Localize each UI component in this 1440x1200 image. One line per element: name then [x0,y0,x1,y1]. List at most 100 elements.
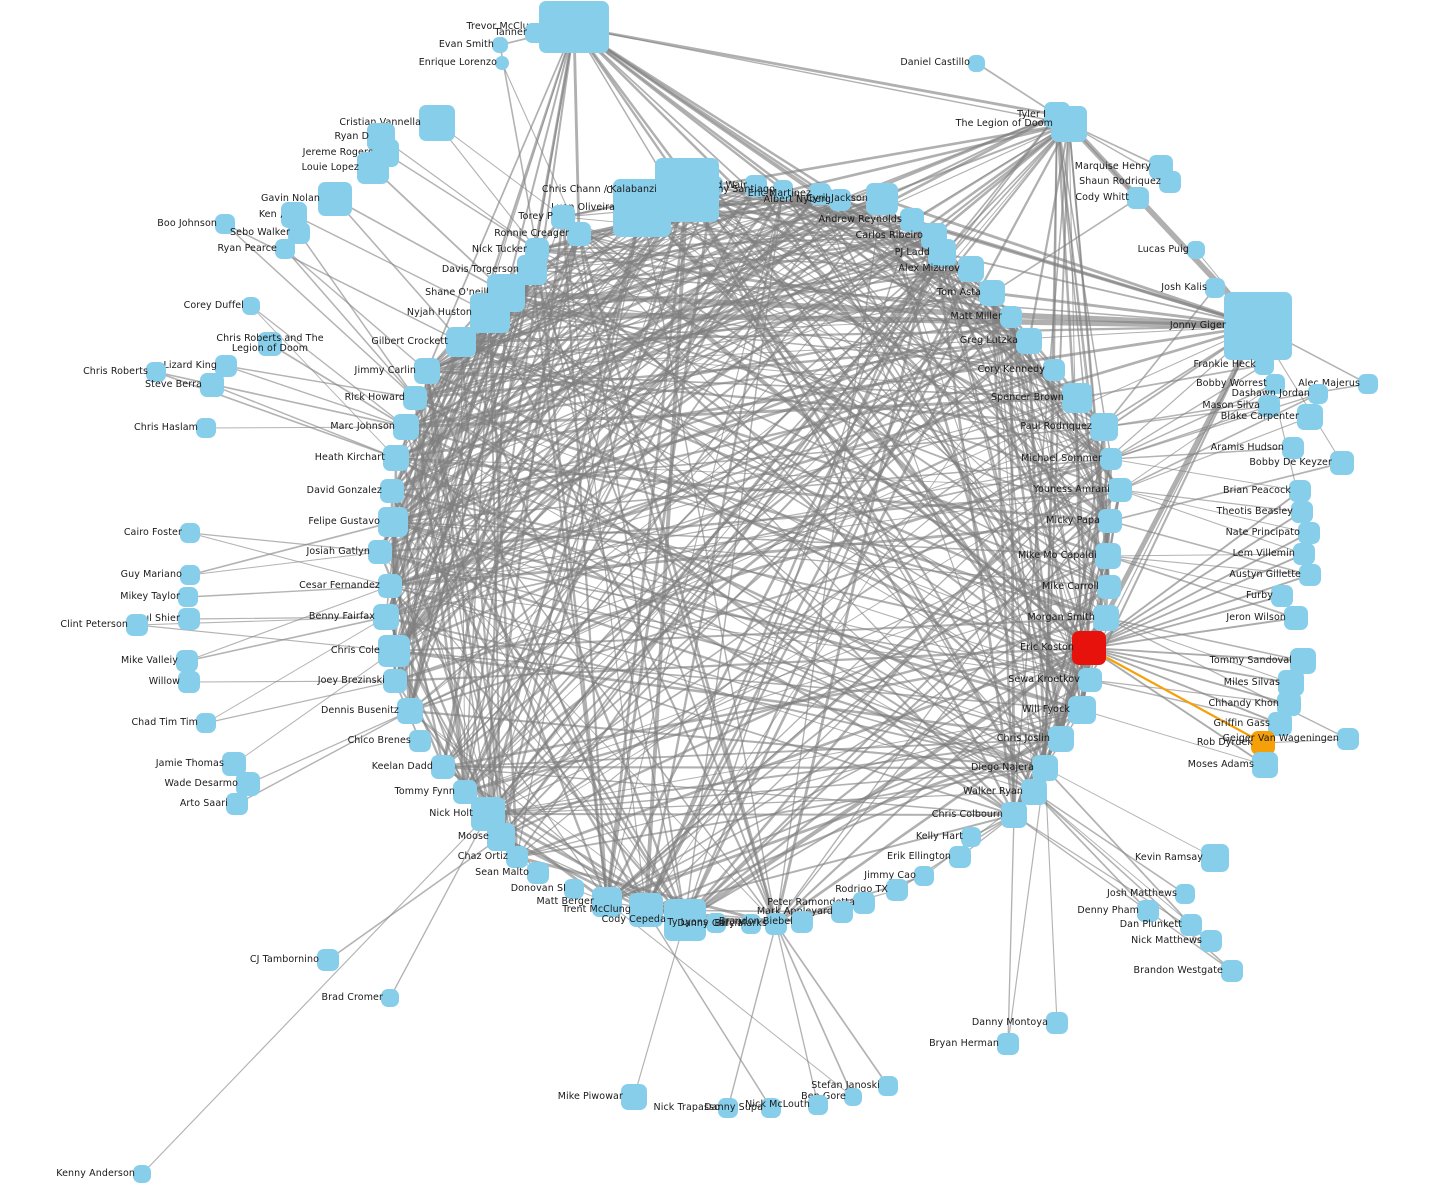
graph-node[interactable] [866,183,898,215]
graph-node[interactable] [914,866,934,886]
graph-node[interactable] [1108,478,1132,502]
graph-node[interactable] [853,892,875,914]
graph-node[interactable] [567,222,591,246]
graph-node[interactable] [1159,171,1181,193]
graph-node[interactable] [1001,802,1027,828]
graph-node[interactable] [133,1165,151,1183]
graph-node[interactable] [1358,374,1378,394]
graph-node[interactable] [1291,501,1313,523]
graph-node[interactable] [258,332,282,356]
graph-node[interactable] [1284,606,1308,630]
graph-node[interactable] [1175,884,1195,904]
graph-node[interactable] [383,669,407,693]
graph-node[interactable] [176,650,198,672]
graph-node[interactable] [200,373,224,397]
graph-node[interactable] [979,280,1005,306]
graph-node[interactable] [1180,914,1202,936]
graph-node[interactable] [1278,670,1304,696]
graph-node[interactable] [1337,728,1359,750]
graph-node[interactable] [1265,374,1285,394]
graph-node[interactable] [1048,726,1074,752]
graph-node[interactable] [809,183,831,205]
graph-node[interactable] [495,56,509,70]
graph-node[interactable] [383,445,409,471]
graph-node[interactable] [288,222,310,244]
graph-node[interactable] [403,386,427,410]
graph-node[interactable] [958,256,984,282]
graph-node[interactable] [718,1098,738,1118]
graph-node[interactable] [378,635,410,667]
graph-node[interactable] [1068,696,1096,724]
graph-node[interactable] [1097,575,1121,599]
graph-node[interactable] [564,879,584,899]
graph-node[interactable] [706,913,726,933]
graph-node[interactable] [1224,292,1292,360]
graph-node[interactable] [761,1098,781,1118]
graph-node[interactable] [1290,648,1316,674]
graph-node[interactable] [275,239,295,259]
graph-node[interactable] [1098,509,1122,533]
graph-node[interactable] [527,862,549,884]
graph-node[interactable] [831,901,853,923]
graph-node[interactable] [1137,900,1159,922]
graph-node[interactable] [525,23,545,43]
graph-node[interactable] [196,418,216,438]
graph-node[interactable] [1297,404,1323,430]
graph-node[interactable] [397,698,423,724]
graph-node[interactable] [629,893,663,927]
graph-node[interactable] [592,887,622,917]
graph-node[interactable] [1000,306,1022,328]
graph-node[interactable] [1046,1012,1068,1034]
graph-node[interactable] [928,239,956,267]
graph-node[interactable] [446,327,476,357]
graph-node[interactable] [196,713,216,733]
graph-node[interactable] [506,846,528,868]
graph-node[interactable] [968,54,985,72]
graph-node[interactable] [380,479,404,503]
graph-node[interactable] [773,180,793,200]
graph-node[interactable] [1062,383,1092,413]
graph-node[interactable] [664,899,706,941]
graph-node[interactable] [1090,413,1118,441]
graph-node[interactable] [226,793,248,815]
graph-node[interactable] [961,827,981,847]
graph-node[interactable] [844,1088,862,1106]
graph-node[interactable] [1100,448,1122,470]
graph-node[interactable] [1298,522,1320,544]
graph-node[interactable] [1021,779,1047,805]
graph-node[interactable] [539,1,609,53]
graph-node[interactable] [765,913,787,935]
graph-node[interactable] [655,158,719,222]
graph-node[interactable] [318,182,352,216]
graph-node[interactable] [1093,605,1119,631]
graph-node[interactable] [1051,106,1087,142]
graph-node[interactable] [1221,960,1243,982]
graph-node[interactable] [1254,355,1274,375]
graph-node[interactable] [1072,631,1106,665]
graph-node[interactable] [492,37,508,53]
graph-node[interactable] [215,355,237,377]
graph-node[interactable] [741,914,761,934]
graph-node[interactable] [470,293,510,333]
graph-node[interactable] [236,772,260,796]
graph-node[interactable] [1299,564,1321,586]
graph-node[interactable] [1016,328,1042,354]
graph-node[interactable] [829,189,851,211]
graph-node[interactable] [878,1076,898,1096]
graph-node[interactable] [1289,480,1311,502]
graph-node[interactable] [1200,930,1222,952]
graph-node[interactable] [1201,844,1229,872]
graph-node[interactable] [900,208,924,232]
graph-node[interactable] [419,105,455,141]
graph-node[interactable] [378,507,408,537]
graph-node[interactable] [621,1084,647,1110]
graph-node[interactable] [242,297,260,315]
graph-node[interactable] [178,608,200,630]
graph-node[interactable] [1127,187,1149,209]
graph-node[interactable] [180,523,200,543]
graph-node[interactable] [997,1033,1019,1055]
graph-node[interactable] [393,414,419,440]
graph-node[interactable] [357,152,389,184]
graph-node[interactable] [1258,395,1280,417]
